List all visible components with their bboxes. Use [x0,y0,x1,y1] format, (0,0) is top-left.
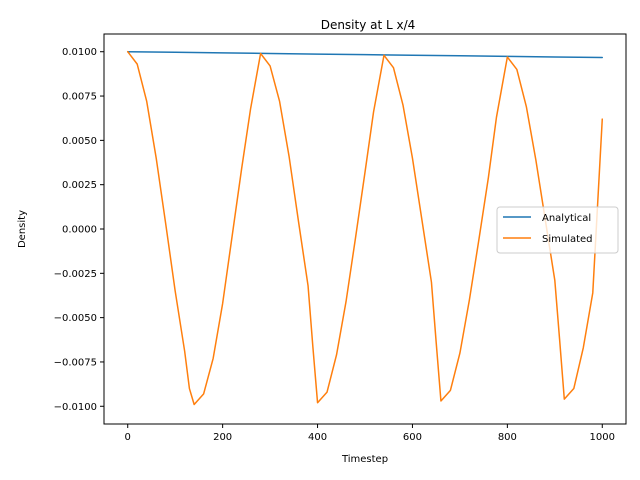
series-layer [126,50,604,406]
series-line-analytical [126,50,604,59]
x-tick-label: 0 [125,432,131,443]
legend-label-simulated: Simulated [542,234,593,245]
y-tick-label: 0.0025 [62,180,97,191]
y-axis-ticks: 0.0100 0.0075 0.0050 0.0025 0.0000 −0.0025 −0.… [54,47,104,413]
x-tick-label: 800 [498,432,517,443]
series-line-simulated [126,50,604,406]
y-tick-label: −0.0050 [54,313,97,324]
legend: Analytical Simulated [496,206,619,254]
x-tick-label: 1000 [590,432,615,443]
y-tick-label: 0.0075 [62,92,97,103]
y-tick-label: −0.0075 [54,357,97,368]
chart-title: Density at L x/4 [321,18,416,32]
x-axis-label: Timestep [341,454,388,465]
x-tick-label: 200 [213,432,232,443]
y-tick-label: −0.0100 [54,402,97,413]
y-tick-label: 0.0100 [62,47,97,58]
legend-label-analytical: Analytical [542,213,591,224]
legend-box [496,206,619,254]
y-tick-label: −0.0025 [54,269,97,280]
y-axis-label: Density [17,210,28,248]
y-tick-label: 0.0050 [62,136,97,147]
x-tick-label: 600 [403,432,422,443]
x-axis-ticks: 0 200 400 600 800 1000 [125,424,615,443]
x-tick-label: 400 [308,432,327,443]
y-tick-label: 0.0000 [62,225,97,236]
